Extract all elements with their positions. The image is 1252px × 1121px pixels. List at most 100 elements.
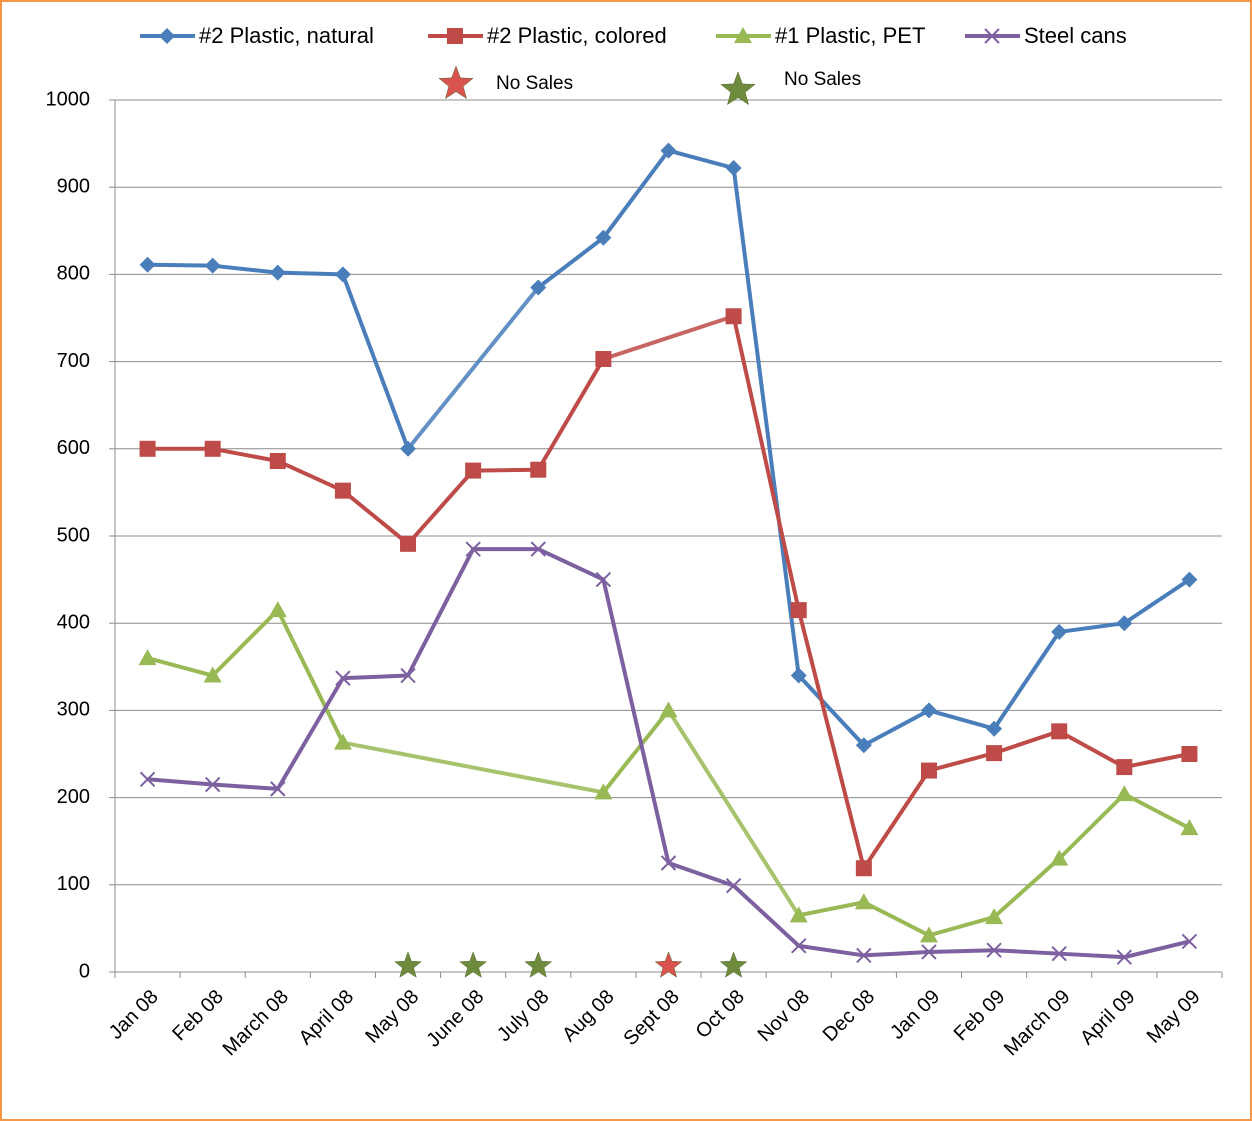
- marker: [1116, 615, 1133, 632]
- marker: [1115, 785, 1134, 802]
- marker: [203, 666, 222, 683]
- no-sales-star: [524, 951, 553, 978]
- marker: [725, 877, 742, 894]
- marker: [986, 720, 1003, 737]
- marker: [855, 737, 872, 754]
- y-tick-label: 700: [57, 350, 90, 372]
- marker: [984, 28, 1000, 44]
- marker: [204, 776, 221, 793]
- marker: [1116, 759, 1133, 776]
- y-tick-label: 100: [57, 873, 90, 895]
- marker: [985, 908, 1004, 925]
- y-tick-label: 600: [57, 437, 90, 459]
- series: [139, 541, 1198, 965]
- marker: [1051, 623, 1068, 640]
- series-line: [731, 315, 1190, 871]
- no-sales-star: [654, 951, 683, 978]
- marker: [1181, 933, 1198, 950]
- marker: [919, 926, 938, 943]
- marker: [855, 860, 872, 877]
- marker: [856, 947, 872, 964]
- legend-item: #2 Plastic, colored: [428, 23, 667, 48]
- marker: [854, 893, 873, 910]
- no-sales-star: [719, 951, 748, 978]
- marker: [1051, 723, 1068, 740]
- marker: [725, 160, 742, 177]
- series: [138, 601, 1199, 943]
- marker: [269, 453, 286, 470]
- marker: [334, 482, 351, 499]
- marker: [530, 279, 547, 296]
- legend-label: #1 Plastic, PET: [775, 23, 925, 48]
- marker: [530, 541, 546, 557]
- legend-label: No Sales: [784, 69, 861, 90]
- marker: [204, 257, 221, 274]
- y-tick-label: 1000: [46, 88, 91, 110]
- marker: [333, 733, 352, 750]
- marker: [921, 944, 937, 960]
- marker: [595, 229, 612, 246]
- marker: [1050, 849, 1069, 866]
- marker: [660, 142, 677, 159]
- marker: [920, 702, 937, 719]
- marker: [920, 762, 937, 779]
- legend-label: #2 Plastic, colored: [487, 23, 667, 48]
- legend-item: No Sales: [720, 69, 861, 106]
- y-tick-label: 0: [79, 960, 90, 982]
- marker: [790, 602, 807, 619]
- marker: [204, 440, 221, 457]
- marker: [986, 942, 1002, 958]
- marker: [268, 601, 287, 618]
- marker: [595, 350, 612, 367]
- marker: [594, 783, 613, 800]
- no-sales-star: [438, 65, 474, 100]
- gap-connector: [666, 709, 801, 917]
- gap-connector: [342, 740, 604, 795]
- y-tick-label: 900: [57, 175, 90, 197]
- marker: [139, 440, 156, 457]
- marker: [986, 745, 1003, 762]
- marker: [1051, 945, 1067, 962]
- marker: [1181, 746, 1198, 762]
- marker: [1181, 571, 1198, 588]
- marker: [725, 308, 742, 325]
- y-tick-label: 500: [57, 524, 90, 546]
- series: [139, 142, 1198, 754]
- series: [139, 308, 1198, 877]
- series-line: [147, 608, 345, 744]
- series-line: [147, 357, 606, 546]
- y-tick-label: 300: [57, 699, 90, 721]
- marker: [659, 701, 678, 718]
- marker: [1116, 949, 1133, 965]
- no-sales-star: [720, 71, 756, 106]
- no-sales-star: [459, 951, 488, 978]
- marker: [400, 667, 416, 684]
- marker: [269, 264, 286, 281]
- legend-item: #2 Plastic, natural: [140, 23, 374, 48]
- marker: [791, 938, 807, 954]
- legend-label: No Sales: [496, 73, 573, 94]
- marker: [139, 256, 156, 273]
- marker: [400, 535, 417, 552]
- y-tick-label: 800: [57, 263, 90, 285]
- marker: [790, 667, 807, 684]
- marker: [465, 462, 482, 479]
- marker: [139, 771, 156, 787]
- series-line: [601, 709, 671, 794]
- marker: [335, 670, 351, 686]
- legend-label: #2 Plastic, natural: [199, 23, 374, 48]
- marker: [334, 266, 351, 283]
- gap-connector: [406, 286, 540, 451]
- marker: [138, 649, 157, 666]
- y-tick-label: 200: [57, 786, 90, 808]
- y-tick-label: 400: [57, 611, 90, 633]
- legend-item: No Sales: [438, 65, 573, 100]
- no-sales-star: [394, 951, 422, 978]
- legend-label: Steel cans: [1024, 23, 1127, 48]
- marker: [400, 440, 417, 457]
- marker: [447, 28, 463, 44]
- marker: [465, 541, 481, 557]
- marker: [734, 27, 752, 43]
- marker: [595, 571, 612, 588]
